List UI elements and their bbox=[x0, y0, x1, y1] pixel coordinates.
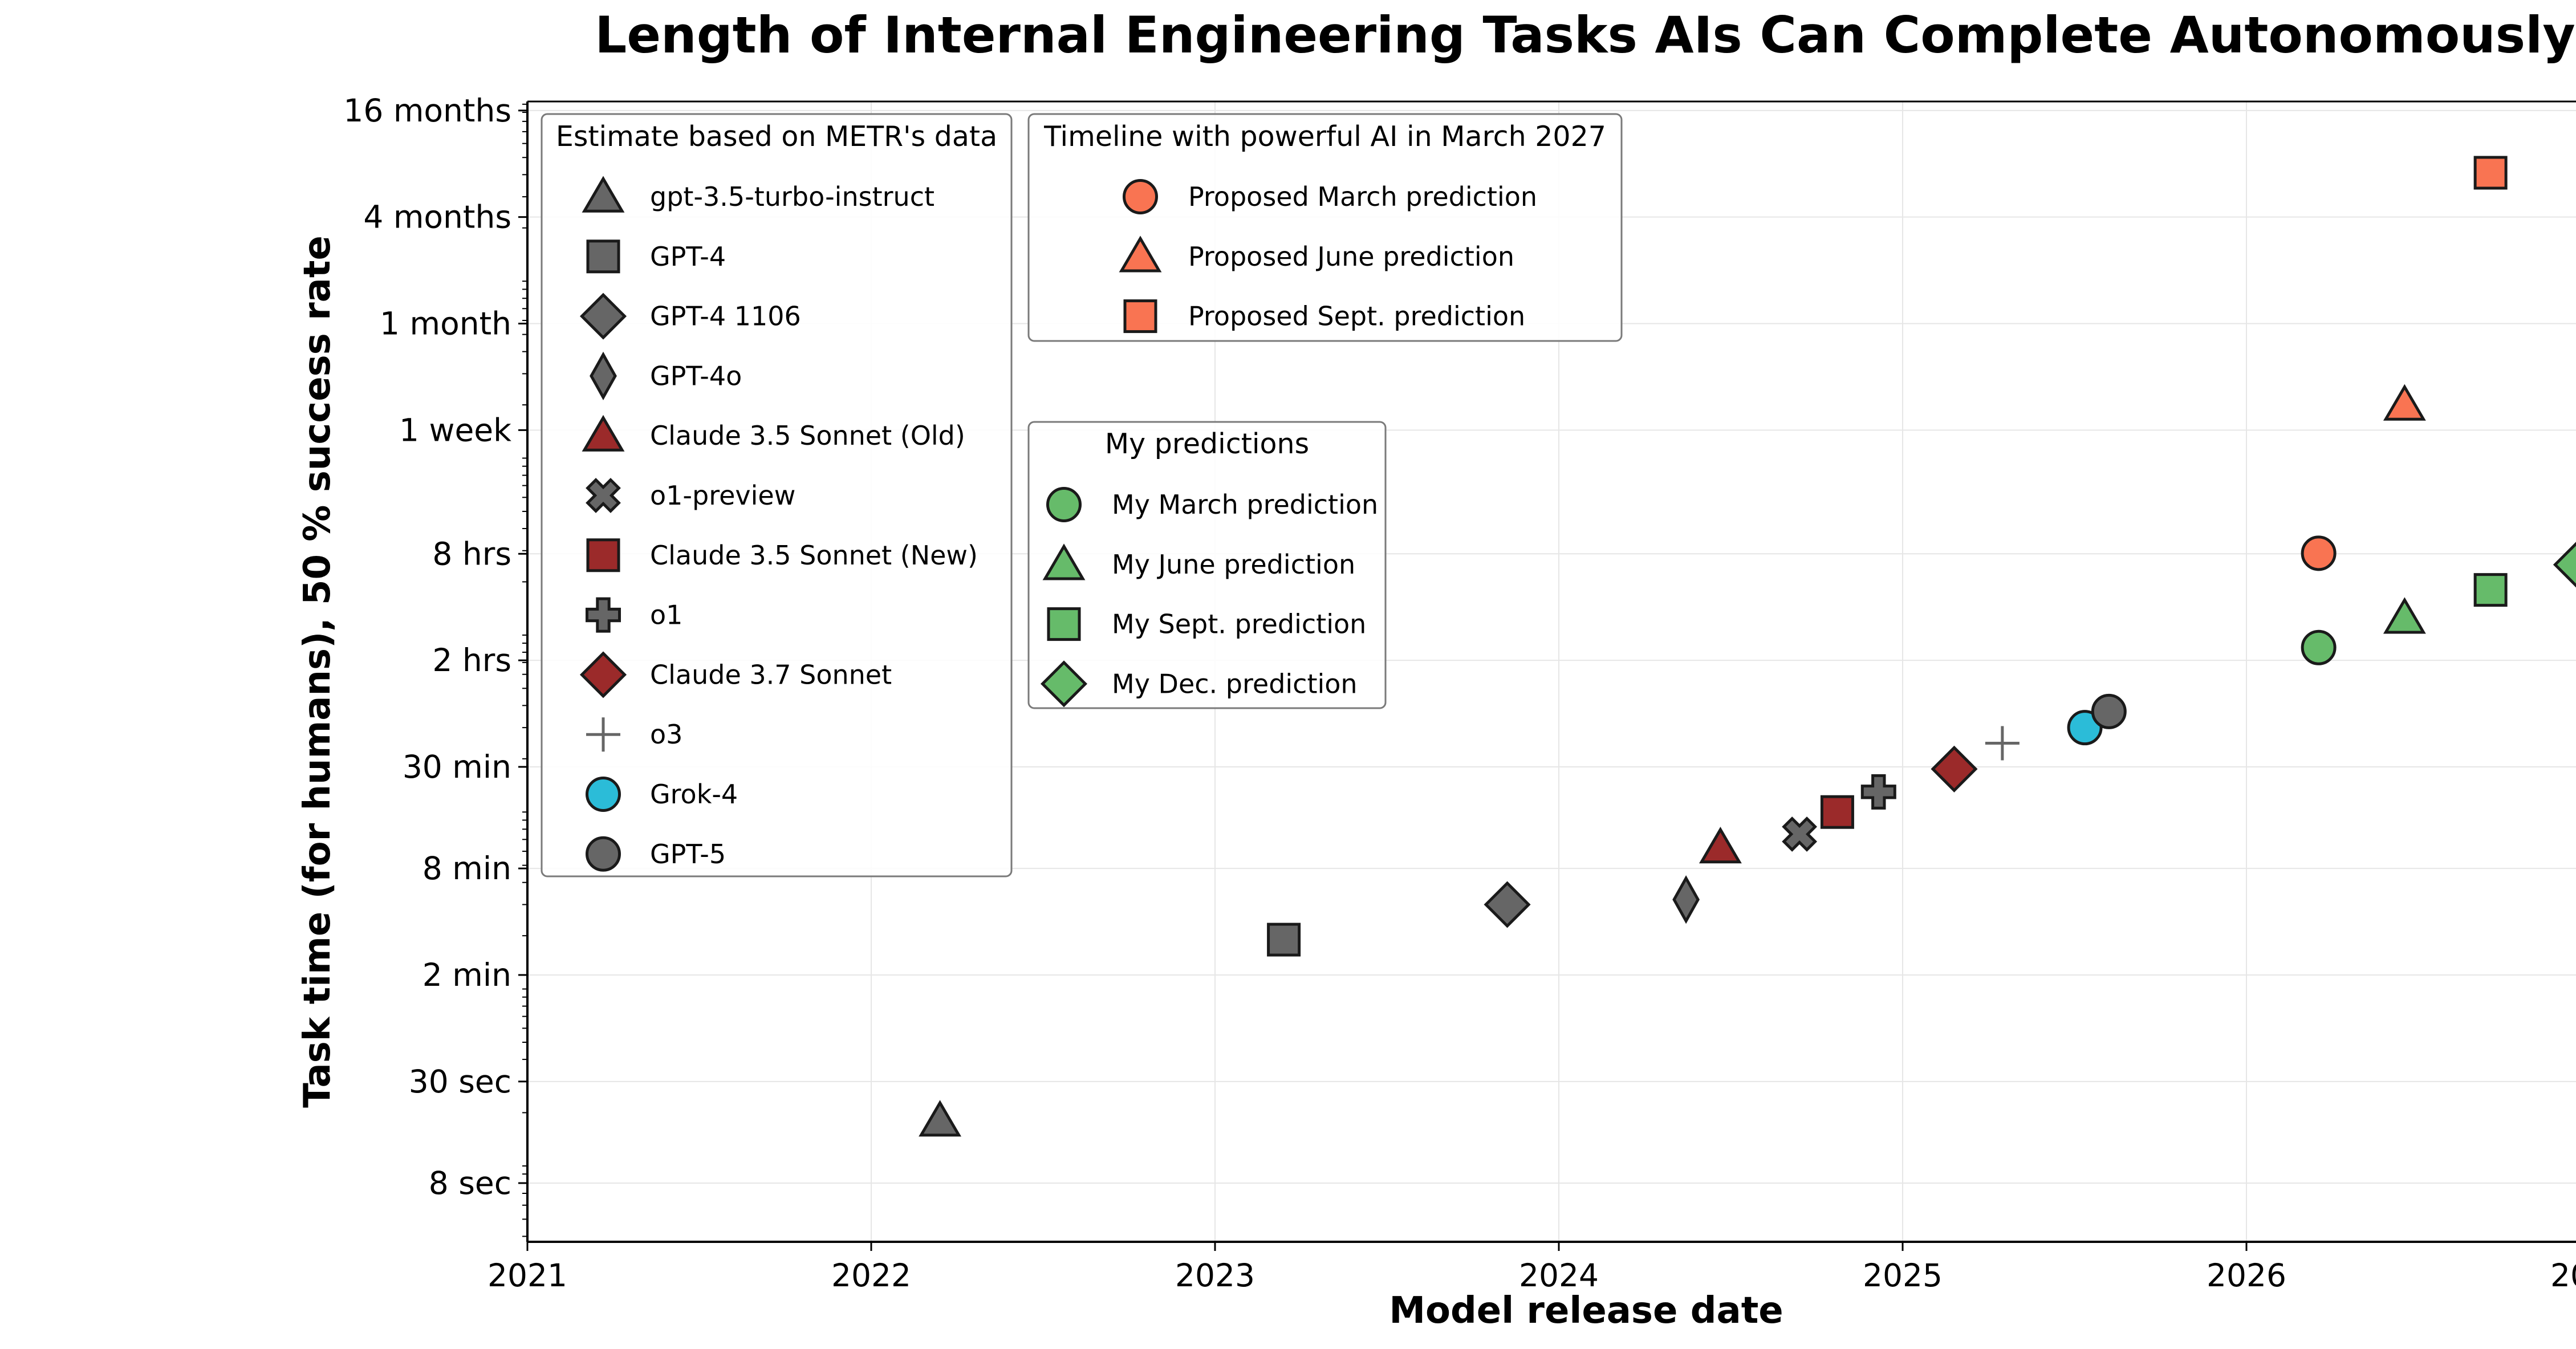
data-point-3 bbox=[1672, 875, 1700, 924]
y-tick-label: 16 months bbox=[343, 92, 511, 129]
legend-marker bbox=[586, 597, 621, 633]
legend-title: Estimate based on METR's data bbox=[556, 120, 997, 153]
legend-marker bbox=[586, 717, 620, 752]
legend-entry-label: Proposed March prediction bbox=[1188, 181, 1537, 212]
legend-marker bbox=[1040, 660, 1088, 708]
legend-entry-label: GPT-4 bbox=[650, 241, 726, 272]
y-tick-label: 1 week bbox=[399, 412, 511, 448]
legend-entry-label: Claude 3.5 Sonnet (Old) bbox=[650, 420, 965, 451]
legend-entry-label: o1 bbox=[650, 600, 682, 631]
legend-marker bbox=[579, 651, 627, 698]
legend-marker bbox=[582, 176, 625, 213]
data-point-18 bbox=[2553, 542, 2576, 588]
y-tick-label: 2 min bbox=[422, 957, 511, 993]
legend-frame bbox=[1027, 421, 1387, 709]
data-point-15 bbox=[2301, 629, 2337, 665]
legend-entry-label: My Sept. prediction bbox=[1112, 609, 1366, 640]
legend-entry-label: My June prediction bbox=[1112, 549, 1355, 580]
y-tick-label: 8 hrs bbox=[432, 535, 511, 572]
legend-entry-label: Proposed Sept. prediction bbox=[1188, 301, 1525, 332]
x-tick-labels: 2021 2022 2023 2024 2025 2026 2027 bbox=[487, 1257, 2576, 1294]
legend-marker bbox=[1047, 607, 1081, 641]
legend-entry-label: GPT-5 bbox=[650, 839, 726, 869]
data-point-16 bbox=[2383, 597, 2426, 634]
data-point-11 bbox=[2091, 693, 2127, 729]
data-point-7 bbox=[1860, 774, 1896, 810]
legend-marker bbox=[586, 478, 621, 513]
data-point-1 bbox=[1267, 923, 1301, 957]
data-point-17 bbox=[2473, 573, 2508, 607]
legend-entry-label: o1-preview bbox=[650, 480, 795, 511]
legend-entry-label: My March prediction bbox=[1112, 489, 1378, 520]
data-point-13 bbox=[2383, 384, 2426, 421]
data-point-10 bbox=[2067, 710, 2103, 746]
legend-marker bbox=[579, 292, 627, 340]
legend-marker bbox=[586, 239, 620, 274]
legend-marker bbox=[586, 538, 620, 572]
data-point-2 bbox=[1484, 881, 1531, 928]
legend-marker bbox=[1119, 235, 1162, 273]
legend-marker bbox=[1123, 179, 1158, 214]
data-point-6 bbox=[1820, 795, 1854, 829]
legend-2: My predictions My March prediction My June… bbox=[1027, 421, 1387, 709]
data-point-12 bbox=[2301, 535, 2337, 571]
legend-entry-label: Claude 3.5 Sonnet (New) bbox=[650, 540, 978, 571]
legend-entry-label: My Dec. prediction bbox=[1112, 668, 1358, 699]
data-point-5 bbox=[1782, 816, 1818, 852]
data-point-0 bbox=[919, 1100, 962, 1137]
y-tick-label: 2 hrs bbox=[432, 642, 511, 678]
x-tick-label: 2025 bbox=[1863, 1257, 1943, 1294]
legends: Estimate based on METR's data gpt-3.5-tur… bbox=[541, 113, 1623, 877]
y-axis-label: Task time (for humans), 50 % success rat… bbox=[296, 235, 339, 1108]
legend-entry-label: o3 bbox=[650, 719, 682, 750]
legend-frame bbox=[541, 113, 1013, 877]
chart-title: Length of Internal Engineering Tasks AIs… bbox=[595, 6, 2575, 64]
legend-marker bbox=[1042, 543, 1086, 580]
legend-entry-label: Proposed June prediction bbox=[1188, 241, 1514, 272]
y-tick-label: 4 months bbox=[363, 199, 511, 235]
legend-entry-label: GPT-4o bbox=[650, 360, 742, 391]
x-tick-label: 2026 bbox=[2207, 1257, 2286, 1294]
y-tick-label: 30 min bbox=[403, 749, 511, 785]
data-point-9 bbox=[1985, 726, 2020, 761]
legend-0: Estimate based on METR's data gpt-3.5-tur… bbox=[541, 113, 1013, 877]
y-tick-label: 8 min bbox=[422, 850, 511, 887]
x-tick-label: 2023 bbox=[1175, 1257, 1255, 1294]
legend-1: Timeline with powerful AI in March 2027 P… bbox=[1027, 113, 1623, 342]
y-tick-label: 30 sec bbox=[409, 1063, 511, 1100]
data-point-4 bbox=[1699, 827, 1742, 864]
legend-title: Timeline with powerful AI in March 2027 bbox=[1043, 120, 1606, 153]
legend-title: My predictions bbox=[1105, 428, 1309, 460]
legend-entry-label: Claude 3.7 Sonnet bbox=[650, 659, 892, 690]
legend-frame bbox=[1027, 113, 1623, 342]
x-tick-label: 2022 bbox=[831, 1257, 911, 1294]
x-tick-label: 2027 bbox=[2550, 1257, 2576, 1294]
legend-marker bbox=[1123, 299, 1157, 334]
legend-entry-label: GPT-4 1106 bbox=[650, 301, 801, 332]
axis-ticks bbox=[518, 103, 2248, 1251]
x-tick-label: 2021 bbox=[487, 1257, 567, 1294]
legend-marker bbox=[590, 351, 617, 401]
x-axis-label: Model release date bbox=[1389, 1290, 1783, 1332]
y-tick-labels: 8 sec 30 sec 2 min 8 min 30 min 2 hrs 8 hrs 1 w… bbox=[343, 92, 511, 1201]
legend-marker bbox=[586, 777, 621, 812]
y-tick-label: 1 month bbox=[380, 306, 511, 342]
legend-marker bbox=[582, 415, 625, 452]
data-points bbox=[919, 156, 2576, 1137]
x-tick-label: 2024 bbox=[1519, 1257, 1599, 1294]
legend-marker bbox=[586, 836, 621, 872]
data-point-8 bbox=[1931, 745, 1978, 793]
y-tick-label: 8 sec bbox=[429, 1165, 511, 1201]
legend-entry-label: gpt-3.5-turbo-instruct bbox=[650, 181, 934, 212]
data-point-14 bbox=[2473, 156, 2508, 190]
legend-marker bbox=[1046, 487, 1082, 522]
legend-entry-label: Grok-4 bbox=[650, 779, 738, 810]
